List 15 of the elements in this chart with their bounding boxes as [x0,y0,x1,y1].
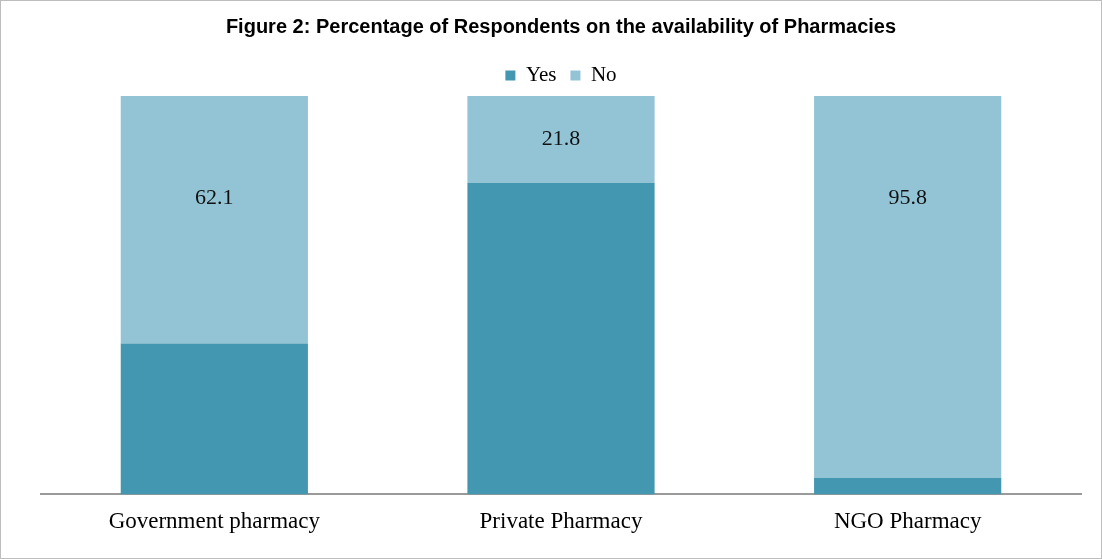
data-label: 95.8 [888,183,927,209]
legend-label: No [590,62,617,87]
data-label: 21.8 [541,125,581,151]
chart-title: Figure 2: Percentage of Respondents on the availability of Pharmacies [225,14,897,37]
x-tick-label: Government pharmacy [108,508,321,534]
bar [120,96,308,344]
bar [120,343,308,495]
legend-label: Yes [525,62,557,87]
x-tick-label: NGO Pharmacy [833,508,982,534]
bar [467,96,655,183]
data-label: 62.1 [195,183,234,209]
bar [467,182,655,495]
x-tick-label: Private Pharmacy [479,508,643,534]
bar [814,96,1002,478]
bar [814,477,1002,495]
